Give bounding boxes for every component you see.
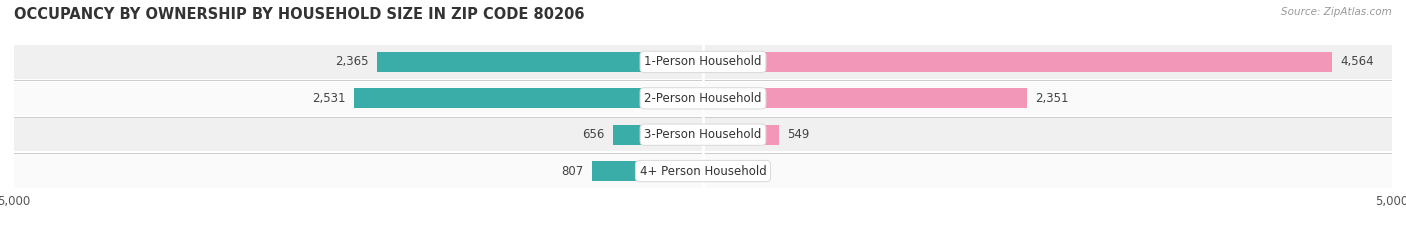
Text: 2,531: 2,531 xyxy=(312,92,346,105)
Text: 4,564: 4,564 xyxy=(1340,55,1374,69)
Bar xyxy=(14,82,1392,115)
Text: 1-Person Household: 1-Person Household xyxy=(644,55,762,69)
Text: 2,365: 2,365 xyxy=(336,55,368,69)
Text: OCCUPANCY BY OWNERSHIP BY HOUSEHOLD SIZE IN ZIP CODE 80206: OCCUPANCY BY OWNERSHIP BY HOUSEHOLD SIZE… xyxy=(14,7,585,22)
Bar xyxy=(14,154,1392,188)
Bar xyxy=(613,125,703,145)
Text: 2,351: 2,351 xyxy=(1035,92,1069,105)
Text: 807: 807 xyxy=(561,164,583,178)
Text: 656: 656 xyxy=(582,128,605,141)
Text: 4+ Person Household: 4+ Person Household xyxy=(640,164,766,178)
Bar xyxy=(14,45,1392,79)
Bar xyxy=(377,52,703,72)
Text: Source: ZipAtlas.com: Source: ZipAtlas.com xyxy=(1281,7,1392,17)
Bar xyxy=(703,125,779,145)
Bar xyxy=(703,88,1026,108)
Text: 549: 549 xyxy=(787,128,810,141)
Bar xyxy=(354,88,703,108)
Text: 3-Person Household: 3-Person Household xyxy=(644,128,762,141)
Bar xyxy=(703,52,1331,72)
Text: 215: 215 xyxy=(741,164,763,178)
Bar xyxy=(703,161,733,181)
Text: 2-Person Household: 2-Person Household xyxy=(644,92,762,105)
Bar xyxy=(592,161,703,181)
Bar xyxy=(14,118,1392,151)
